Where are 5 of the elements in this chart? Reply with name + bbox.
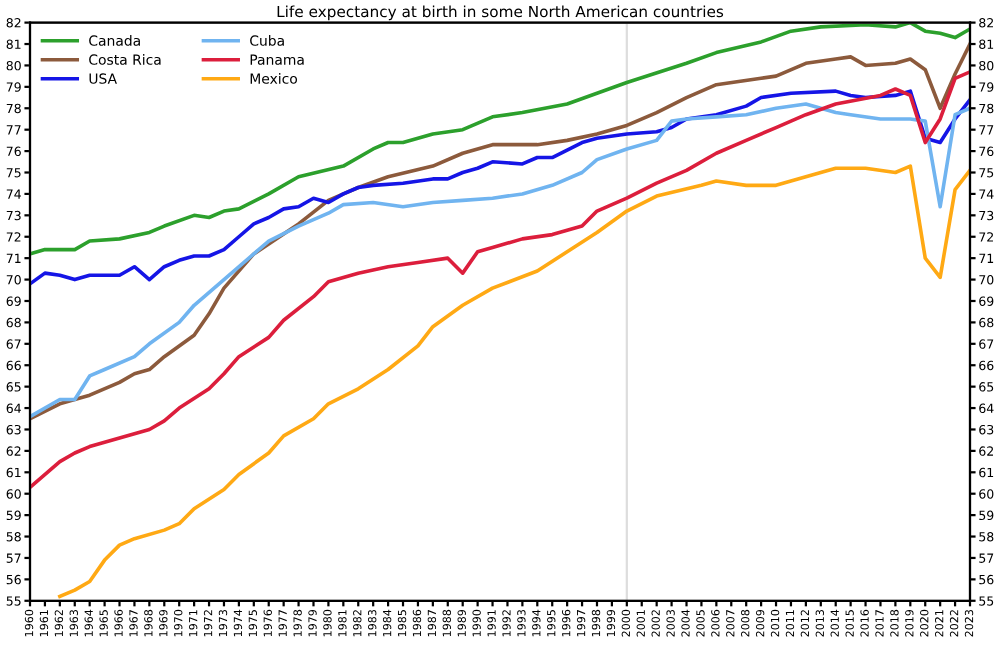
line-series bbox=[30, 42, 970, 421]
line-series bbox=[58, 164, 970, 599]
line-series bbox=[30, 70, 970, 490]
line-series bbox=[30, 89, 970, 286]
line-series bbox=[30, 102, 970, 419]
